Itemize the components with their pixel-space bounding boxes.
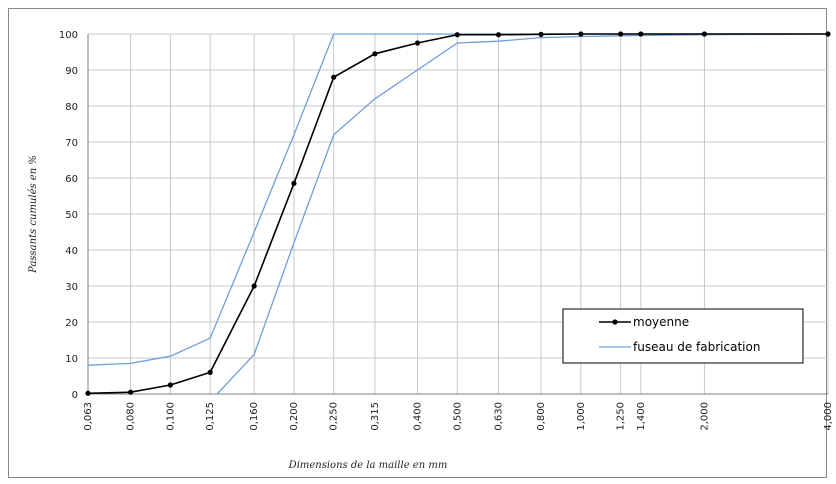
x-tick-label: 1,400	[636, 402, 647, 431]
x-tick-label: 0,500	[452, 402, 463, 431]
data-point	[495, 32, 502, 38]
x-tick-label: 1,000	[576, 402, 587, 431]
data-point	[251, 283, 257, 289]
x-tick-label: 0,250	[329, 402, 340, 431]
y-tick-label: 20	[65, 318, 78, 329]
data-point	[207, 369, 213, 375]
x-tick-label: 2,000	[699, 402, 710, 431]
data-point	[167, 382, 173, 388]
y-tick-label: 60	[65, 174, 78, 185]
axes	[87, 34, 828, 395]
data-point	[825, 31, 831, 37]
x-tick-label: 0,063	[83, 402, 94, 431]
y-tick-label: 40	[65, 246, 78, 257]
data-point	[701, 31, 708, 37]
x-tick-label: 0,125	[205, 402, 216, 431]
data-point	[618, 31, 624, 37]
data-point	[372, 51, 378, 57]
data-point	[454, 32, 460, 38]
x-tick-label: 0,315	[370, 402, 381, 431]
x-tick-label: 0,080	[126, 402, 137, 431]
series-line-fuseau-de-fabrication	[87, 33, 828, 366]
y-tick-label: 70	[65, 138, 78, 149]
data-point	[127, 389, 134, 395]
x-tick-label: 4,000	[823, 402, 834, 431]
x-tick-label: 0,400	[413, 402, 424, 431]
legend: moyenne fuseau de fabrication	[562, 308, 804, 364]
x-tick-label: 0,160	[249, 402, 260, 431]
data-point	[538, 31, 544, 37]
y-tick-label: 80	[65, 102, 78, 113]
x-tick-label: 0,100	[165, 402, 176, 431]
data-point	[578, 31, 584, 37]
y-tick-label: 30	[65, 282, 78, 293]
x-tick-label: 0,200	[289, 402, 300, 431]
data-point	[291, 180, 297, 186]
legend-label-fuseau: fuseau de fabrication	[633, 340, 760, 354]
y-tick-label: 0	[72, 390, 78, 401]
data-point	[638, 31, 644, 37]
data-point	[331, 74, 337, 80]
y-tick-label: 10	[65, 354, 78, 365]
x-tick-label: 0,630	[493, 402, 504, 431]
x-ticks: 0,063 0,080 0,100 0,125 0,160 0,200 0,250 0,315…	[83, 402, 834, 431]
data-point	[85, 390, 91, 396]
x-tick-label: 1,250	[616, 402, 627, 431]
y-tick-label: 50	[65, 210, 78, 221]
x-tick-label: 0,800	[536, 402, 547, 431]
y-tick-label: 100	[59, 30, 78, 41]
legend-box	[562, 308, 804, 364]
y-ticks: 0 10 20 30 40 50 60 70 80 90 100	[59, 30, 78, 401]
series-lines	[85, 31, 831, 396]
data-point	[414, 40, 421, 46]
y-tick-label: 90	[65, 66, 78, 77]
series-line-fuseau-lower	[216, 33, 829, 395]
x-axis-title: Dimensions de la maille en mm	[288, 460, 448, 471]
y-axis-title: Passants cumulés en %	[28, 155, 39, 274]
legend-label-moyenne: moyenne	[633, 315, 689, 329]
legend-marker-moyenne	[612, 319, 618, 325]
